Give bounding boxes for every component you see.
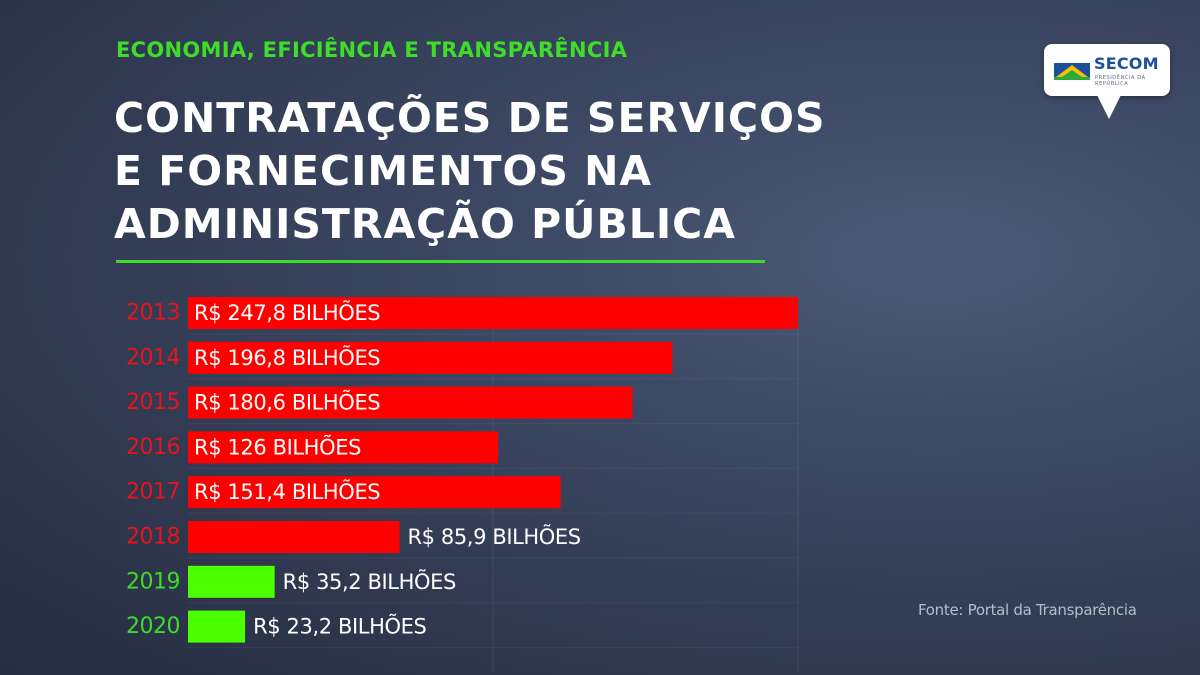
year-label-2015: 2015 <box>126 390 180 415</box>
bar-2017 <box>188 476 561 509</box>
logo-subtitle: PRESIDÊNCIA DA REPÚBLICA <box>1095 75 1146 87</box>
title-line-3: ADMINISTRAÇÃO PÚBLICA <box>114 200 736 248</box>
eyebrow-heading: ECONOMIA, EFICIÊNCIA E TRANSPARÊNCIA <box>116 38 628 62</box>
value-label-2016: R$ 126 BILHÕES <box>194 433 361 459</box>
year-label-2017: 2017 <box>126 480 180 505</box>
value-label-2018: R$ 85,9 BILHÕES <box>407 523 580 549</box>
secom-logo: SECOM PRESIDÊNCIA DA REPÚBLICA <box>1044 44 1170 96</box>
brazil-flag-mark-icon <box>1054 63 1090 80</box>
logo-bubble-tail <box>1097 95 1121 119</box>
bar-2020 <box>188 610 246 643</box>
year-label-2019: 2019 <box>126 569 180 594</box>
value-label-2014: R$ 196,8 BILHÕES <box>194 344 380 370</box>
value-label-2013: R$ 247,8 BILHÕES <box>194 299 380 325</box>
bar-2019 <box>188 565 275 598</box>
year-label-2013: 2013 <box>126 301 180 326</box>
bar-2014 <box>188 341 673 374</box>
year-label-2018: 2018 <box>126 525 180 550</box>
logo-name: SECOM <box>1094 54 1159 73</box>
value-label-2019: R$ 35,2 BILHÕES <box>283 568 456 594</box>
bar-2016 <box>188 431 499 464</box>
title-line-1: CONTRATAÇÕES DE SERVIÇOS <box>114 94 826 142</box>
value-label-2020: R$ 23,2 BILHÕES <box>253 613 426 639</box>
year-label-2020: 2020 <box>126 614 180 639</box>
title-line-2: E FORNECIMENTOS NA <box>114 147 653 195</box>
source-note: Fonte: Portal da Transparência <box>918 601 1137 619</box>
title-underline <box>116 260 765 263</box>
year-label-2014: 2014 <box>126 345 180 370</box>
bar-2018 <box>188 521 400 553</box>
year-label-2016: 2016 <box>126 435 180 460</box>
value-label-2017: R$ 151,4 BILHÕES <box>194 478 380 504</box>
value-label-2015: R$ 180,6 BILHÕES <box>194 389 380 415</box>
page-title: CONTRATAÇÕES DE SERVIÇOS E FORNECIMENTOS… <box>114 92 874 251</box>
bar-2013 <box>188 297 798 329</box>
bar-2015 <box>188 386 633 419</box>
